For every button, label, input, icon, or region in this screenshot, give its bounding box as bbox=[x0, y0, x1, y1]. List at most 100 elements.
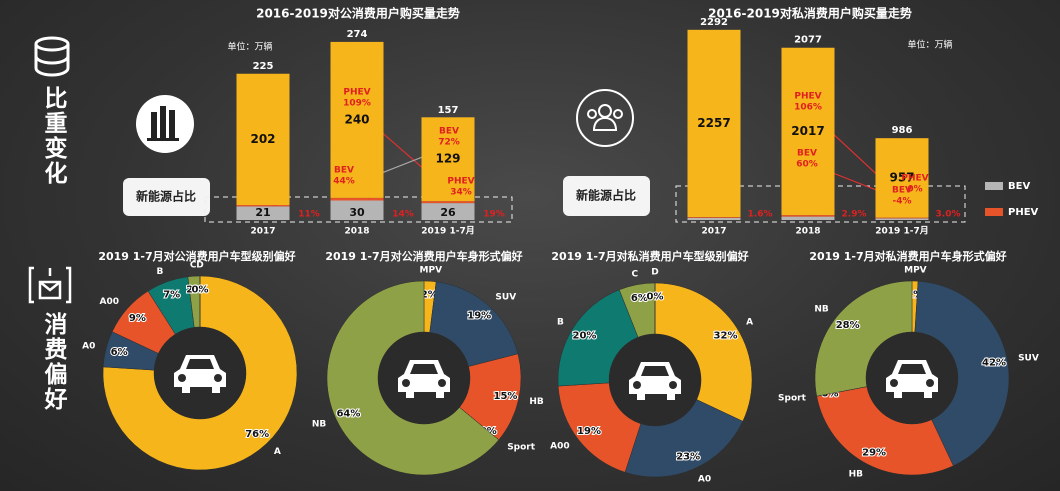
category-label: D bbox=[196, 261, 203, 271]
unit-label: 单位：万辆 bbox=[907, 39, 952, 51]
annotation: 44% bbox=[333, 177, 355, 187]
bar-segment bbox=[875, 218, 929, 220]
category-label: A0 bbox=[698, 475, 711, 485]
annotation: 72% bbox=[438, 138, 460, 148]
bar-segment bbox=[687, 217, 741, 218]
category-label: Sport bbox=[507, 442, 536, 452]
x-tick-label: 2019 1-7月 bbox=[421, 226, 474, 237]
x-tick-label: 2017 bbox=[250, 227, 275, 237]
value-label: 19% bbox=[467, 310, 491, 321]
car-icon bbox=[174, 355, 226, 393]
category-label: C bbox=[190, 261, 197, 271]
chart-title: 2016-2019对私消费用户购买量走势 bbox=[708, 6, 912, 21]
total-label: 986 bbox=[892, 125, 913, 136]
bar-segment bbox=[781, 215, 835, 217]
chart-title: 2016-2019对公消费用户购买量走势 bbox=[256, 6, 460, 21]
value-label: 957 bbox=[889, 170, 914, 184]
category-label: Sport bbox=[778, 394, 807, 404]
category-label: B bbox=[557, 318, 564, 328]
button[interactable] bbox=[563, 176, 650, 216]
value-label: 9% bbox=[129, 313, 146, 324]
chart-title: 2019 1-7月对公消费用户车型级别偏好 bbox=[98, 249, 295, 263]
share-label: 3.0% bbox=[936, 210, 961, 220]
annotation: -4% bbox=[892, 197, 911, 207]
value-label: 20% bbox=[573, 330, 597, 341]
car-icon bbox=[886, 360, 938, 398]
people-icon-bg bbox=[576, 89, 634, 147]
donut-slice bbox=[624, 399, 744, 478]
share-label: 11% bbox=[298, 210, 320, 220]
annotation: PHEV bbox=[794, 92, 821, 102]
annotation: 34% bbox=[450, 188, 472, 198]
value-label: 42% bbox=[982, 357, 1006, 368]
car-light bbox=[890, 379, 898, 387]
bar-segment bbox=[421, 201, 475, 204]
x-tick-label: 2019 1-7月 bbox=[875, 226, 928, 237]
value-label: 29% bbox=[862, 447, 886, 458]
legend-swatch bbox=[985, 182, 1003, 190]
category-label: MPV bbox=[904, 266, 927, 276]
bar-segment bbox=[687, 217, 741, 220]
category-label: MPV bbox=[420, 266, 443, 276]
button-label: 新能源占比 bbox=[136, 189, 196, 204]
share-label: 14% bbox=[392, 210, 414, 220]
x-tick-label: 2018 bbox=[344, 227, 369, 237]
section-title: 消费偏好 bbox=[40, 312, 66, 412]
legend-label: BEV bbox=[1008, 181, 1030, 192]
category-label: SUV bbox=[495, 292, 516, 302]
value-label: 32% bbox=[714, 330, 738, 341]
survey-icon bbox=[28, 266, 72, 304]
db-icon bbox=[34, 36, 70, 77]
share-label: 19% bbox=[483, 210, 505, 220]
category-label: SUV bbox=[1018, 353, 1039, 363]
bar-segment bbox=[781, 216, 835, 220]
bar-segment bbox=[330, 197, 384, 201]
total-label: 157 bbox=[438, 105, 459, 116]
value-label: 28% bbox=[836, 320, 860, 331]
bar-segment bbox=[687, 29, 741, 218]
annotation: BEV bbox=[797, 149, 817, 159]
value-label: 15% bbox=[494, 391, 518, 402]
value-label: 26 bbox=[440, 206, 456, 219]
value-label: 76% bbox=[245, 429, 269, 440]
value-label: 7% bbox=[163, 289, 180, 300]
bar-segment bbox=[236, 73, 290, 206]
value-label: 240 bbox=[344, 112, 369, 126]
button-label: 新能源占比 bbox=[576, 188, 636, 203]
bar-segment bbox=[236, 206, 290, 220]
building-icon bbox=[147, 106, 179, 141]
value-label: 2017 bbox=[791, 124, 824, 138]
x-tick-label: 2017 bbox=[701, 227, 726, 237]
value-label: 64% bbox=[336, 409, 360, 420]
legend-label: PHEV bbox=[1008, 207, 1039, 218]
bar-segment bbox=[781, 47, 835, 216]
button[interactable] bbox=[123, 178, 210, 216]
value-label: 23% bbox=[676, 452, 700, 463]
annotation: 0% bbox=[907, 185, 922, 195]
value-label: 2257 bbox=[697, 116, 730, 130]
category-label: A bbox=[746, 318, 753, 328]
category-label: HB bbox=[529, 397, 544, 407]
category-label: NB bbox=[814, 305, 829, 315]
section-title: 比重变化 bbox=[40, 86, 66, 186]
total-label: 274 bbox=[347, 29, 368, 40]
value-label: 21 bbox=[255, 206, 270, 219]
category-label: B bbox=[157, 267, 164, 277]
car-light bbox=[633, 381, 641, 389]
bar-segment bbox=[236, 205, 290, 207]
car-light bbox=[178, 374, 186, 382]
annotation: BEV bbox=[439, 127, 459, 137]
people-icon bbox=[587, 104, 623, 131]
chart-title: 2019 1-7月对私消费用户车身形式偏好 bbox=[809, 249, 1006, 263]
category-label: A bbox=[274, 447, 281, 457]
value-label: 6% bbox=[111, 347, 128, 358]
category-label: A0 bbox=[82, 342, 95, 352]
value-label: 0% bbox=[647, 292, 664, 303]
annotation: 106% bbox=[794, 103, 822, 113]
bar-segment bbox=[330, 200, 384, 220]
category-label: A00 bbox=[99, 297, 119, 307]
annotation: PHEV bbox=[447, 177, 474, 187]
annotation: BEV bbox=[334, 166, 354, 176]
